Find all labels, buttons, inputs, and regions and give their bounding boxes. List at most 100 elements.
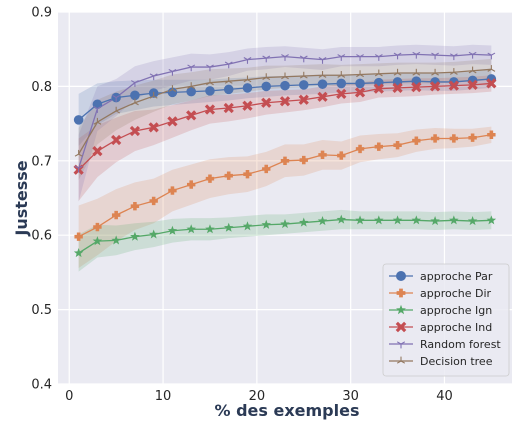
point-approche-ind-stroke <box>204 104 216 115</box>
point-decision-tree-stroke <box>284 76 289 80</box>
point-approche-dir <box>487 130 496 139</box>
point-decision-tree-stroke <box>97 121 102 125</box>
point-random-forest-stroke <box>149 73 154 77</box>
point-approche-dir <box>205 174 215 183</box>
point-random-forest <box>74 165 83 173</box>
point-approche-ign <box>130 231 140 241</box>
point-approche-ind-stroke <box>92 146 103 157</box>
point-approche-ign <box>167 225 178 235</box>
point-decision-tree-stroke <box>341 74 346 78</box>
point-decision-tree-stroke <box>431 72 436 76</box>
point-approche-ign <box>261 219 271 229</box>
band-approche-par <box>78 70 492 146</box>
point-random-forest-stroke <box>397 52 402 56</box>
legend-marker-random-forest <box>396 341 406 349</box>
point-random-forest <box>187 64 196 72</box>
point-decision-tree <box>149 91 158 99</box>
point-approche-ign <box>148 229 159 239</box>
point-random-forest <box>93 106 102 113</box>
point-random-forest-stroke <box>168 68 173 72</box>
point-random-forest-stroke <box>265 55 271 59</box>
point-random-forest <box>281 54 289 61</box>
point-random-forest-stroke <box>378 54 383 58</box>
point-approche-ind <box>298 94 309 105</box>
point-approche-dir <box>224 171 233 180</box>
point-random-forest-stroke <box>97 106 102 110</box>
point-decision-tree <box>243 75 252 83</box>
point-approche-par <box>336 78 347 89</box>
point-decision-tree <box>468 66 477 74</box>
point-approche-ign <box>299 217 309 227</box>
point-random-forest-stroke <box>209 64 214 68</box>
point-decision-tree-stroke <box>134 102 139 106</box>
point-approche-ign <box>430 216 440 226</box>
band-approche-ign <box>78 209 492 272</box>
x-axis-label: % des exemples <box>214 401 359 420</box>
point-decision-tree <box>112 106 121 114</box>
point-approche-dir <box>74 232 83 241</box>
point-approche-dir <box>243 169 252 179</box>
point-approche-ind-stroke <box>429 81 441 92</box>
point-decision-tree-stroke <box>243 79 248 83</box>
point-decision-tree-stroke <box>318 74 323 78</box>
point-random-forest <box>468 51 477 59</box>
point-decision-tree-stroke <box>74 153 79 157</box>
point-random-forest-stroke <box>224 61 229 65</box>
point-random-forest-stroke <box>281 54 286 58</box>
point-decision-tree-stroke <box>491 68 496 72</box>
point-decision-tree-stroke <box>397 72 402 76</box>
legend: approche Par approche Dir approche Ign appr… <box>382 263 510 377</box>
point-random-forest-stroke <box>468 51 473 55</box>
point-approche-ind <box>486 78 497 89</box>
point-random-forest-stroke <box>487 52 492 56</box>
point-decision-tree-stroke <box>374 73 380 77</box>
point-approche-ind <box>186 110 197 121</box>
point-approche-ign <box>223 222 234 232</box>
point-random-forest <box>374 54 383 61</box>
point-approche-ind-stroke <box>317 91 328 102</box>
point-random-forest-stroke <box>206 64 211 68</box>
point-approche-dir <box>337 151 346 160</box>
point-approche-dir <box>355 144 365 154</box>
point-random-forest-stroke <box>78 165 83 169</box>
point-approche-par <box>317 79 328 89</box>
point-approche-dir <box>318 150 327 160</box>
point-decision-tree <box>74 149 83 157</box>
point-approche-ind-stroke <box>242 100 253 111</box>
point-decision-tree-stroke <box>299 75 305 79</box>
legend-label-approche-par: approche Par <box>420 270 493 283</box>
point-decision-tree-stroke <box>149 95 154 99</box>
point-approche-ind <box>167 116 178 127</box>
point-approche-dir <box>149 196 158 206</box>
point-approche-par <box>167 87 178 98</box>
point-approche-ign <box>280 219 290 229</box>
point-random-forest-stroke <box>322 57 327 61</box>
point-approche-ind-stroke <box>111 134 122 146</box>
point-approche-par <box>73 115 84 125</box>
legend-marker-approche-ind-stroke <box>395 321 407 333</box>
point-approche-ind-stroke <box>392 82 403 94</box>
point-decision-tree <box>187 82 196 89</box>
point-approche-ign <box>374 215 384 225</box>
point-random-forest <box>337 54 346 61</box>
legend-marker-decision-tree-stroke <box>400 360 406 364</box>
point-decision-tree <box>356 70 364 78</box>
point-random-forest-stroke <box>93 106 98 110</box>
point-approche-ind-stroke <box>129 125 141 137</box>
point-decision-tree-stroke <box>168 88 173 92</box>
point-decision-tree-stroke <box>356 74 361 78</box>
point-approche-ign <box>73 248 84 258</box>
point-decision-tree-stroke <box>472 70 477 74</box>
point-approche-ign <box>336 214 347 224</box>
point-approche-ind-stroke <box>167 116 178 127</box>
point-decision-tree-stroke <box>412 72 417 76</box>
point-random-forest-stroke <box>134 80 139 84</box>
legend-label-approche-ind: approche Ind <box>420 321 492 334</box>
point-random-forest-stroke <box>228 61 233 65</box>
point-approche-ind-stroke <box>354 87 366 98</box>
point-approche-dir <box>374 142 384 151</box>
point-approche-ign <box>317 216 328 226</box>
point-random-forest-stroke <box>299 55 305 59</box>
point-approche-ind-stroke <box>373 83 384 94</box>
